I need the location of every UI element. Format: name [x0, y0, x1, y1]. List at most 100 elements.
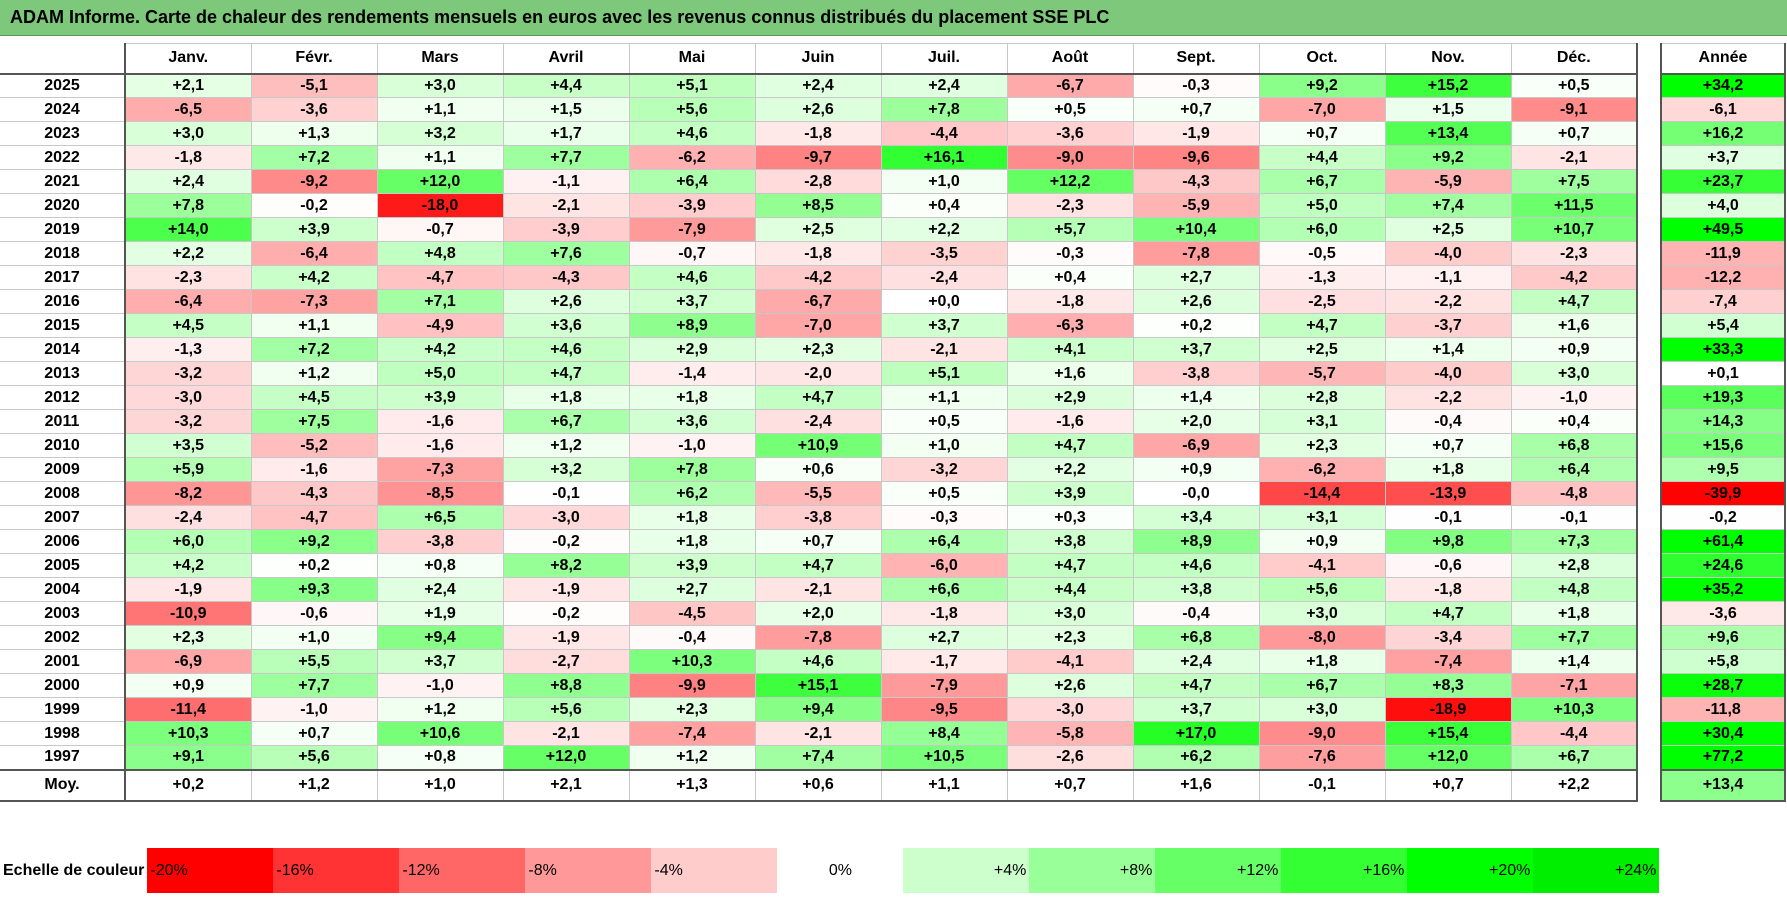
heat-cell: +12,0: [376, 169, 504, 194]
heat-cell: +3,0: [376, 73, 504, 98]
heat-cell: +2,5: [754, 217, 882, 242]
annual-row-2018: -11,9: [1660, 241, 1786, 266]
heat-cell: -6,4: [124, 289, 252, 314]
year-label: 2020: [0, 193, 126, 218]
annual-row-2020: +4,0: [1660, 193, 1786, 218]
heat-cell: +1,7: [502, 121, 630, 146]
heat-cell: -2,4: [754, 409, 882, 434]
heat-cell: +1,2: [250, 361, 378, 386]
heat-cell: -4,3: [502, 265, 630, 290]
heat-cell: -0,4: [1132, 601, 1260, 626]
heat-cell: +4,7: [1006, 553, 1134, 578]
month-header-9: Sept.: [1132, 43, 1260, 75]
heat-cell: -7,3: [376, 457, 504, 482]
color-scale-swatch: -4%: [651, 848, 778, 893]
heatmap-row-2002: 2002 +2,3 +1,0 +9,4 -1,9 -0,4 -7,8 +2,7 +2,3 +6,8…: [0, 625, 1638, 650]
annual-cell: -11,9: [1660, 241, 1786, 266]
month-header-5: Mai: [628, 43, 756, 75]
heat-cell: +3,9: [628, 553, 756, 578]
heat-cell: +10,5: [880, 745, 1008, 770]
heat-cell: +7,7: [1510, 625, 1638, 650]
heat-cell: +2,6: [754, 97, 882, 122]
heat-cell: +12,0: [502, 745, 630, 770]
annual-row-1998: +30,4: [1660, 721, 1786, 746]
heat-cell: +1,1: [250, 313, 378, 338]
heat-cell: +7,7: [250, 673, 378, 698]
heat-cell: +4,6: [502, 337, 630, 362]
heat-cell: +8,5: [754, 193, 882, 218]
heat-cell: -8,5: [376, 481, 504, 506]
heat-cell: +3,9: [250, 217, 378, 242]
month-header-10: Oct.: [1258, 43, 1386, 75]
heat-cell: +0,2: [250, 553, 378, 578]
heat-cell: -6,2: [1258, 457, 1386, 482]
color-scale-swatch: +24%: [1533, 848, 1660, 893]
heatmap-row-2003: 2003 -10,9 -0,6 +1,9 -0,2 -4,5 +2,0 -1,8 +3,0 -0,…: [0, 601, 1638, 626]
heat-cell: +3,1: [1258, 505, 1386, 530]
heat-cell: +1,3: [250, 121, 378, 146]
year-label: 2007: [0, 505, 126, 530]
average-cell: +2,1: [502, 768, 630, 802]
heatmap-row-2009: 2009 +5,9 -1,6 -7,3 +3,2 +7,8 +0,6 -3,2 +2,2 +0,9…: [0, 457, 1638, 482]
annual-row-2024: -6,1: [1660, 97, 1786, 122]
heat-cell: +0,7: [1258, 121, 1386, 146]
heat-cell: +0,0: [880, 289, 1008, 314]
heat-cell: -5,2: [250, 433, 378, 458]
heat-cell: +5,0: [1258, 193, 1386, 218]
heat-cell: +7,8: [124, 193, 252, 218]
year-label: 2023: [0, 121, 126, 146]
heat-cell: -1,1: [1384, 265, 1512, 290]
heat-cell: +2,5: [1258, 337, 1386, 362]
heat-cell: +4,8: [1510, 577, 1638, 602]
heat-cell: -0,3: [880, 505, 1008, 530]
heat-cell: +0,8: [376, 745, 504, 770]
heat-cell: -2,1: [502, 721, 630, 746]
annual-row-2004: +35,2: [1660, 577, 1786, 602]
heat-cell: -4,9: [376, 313, 504, 338]
heat-cell: -8,0: [1258, 625, 1386, 650]
heat-cell: -2,4: [880, 265, 1008, 290]
heat-cell: -0,4: [628, 625, 756, 650]
heat-cell: -0,0: [1132, 481, 1260, 506]
heatmap-row-2012: 2012 -3,0 +4,5 +3,9 +1,8 +1,8 +4,7 +1,1 +2,9 +1,4…: [0, 385, 1638, 410]
annual-row-2015: +5,4: [1660, 313, 1786, 338]
heat-cell: +2,8: [1258, 385, 1386, 410]
heatmap-row-2017: 2017 -2,3 +4,2 -4,7 -4,3 +4,6 -4,2 -2,4 +0,4 +2,7…: [0, 265, 1638, 290]
heat-cell: +3,1: [1258, 409, 1386, 434]
year-label: 2022: [0, 145, 126, 170]
annual-cell: -12,2: [1660, 265, 1786, 290]
annual-row-2019: +49,5: [1660, 217, 1786, 242]
heat-cell: +3,8: [1132, 577, 1260, 602]
annual-cell: +28,7: [1660, 673, 1786, 698]
month-header-row: Janv. Févr. Mars Avril Mai Juin Juil. Août Sept.…: [0, 43, 1638, 75]
heat-cell: -9,6: [1132, 145, 1260, 170]
heat-cell: -2,3: [1510, 241, 1638, 266]
heat-cell: +9,2: [250, 529, 378, 554]
year-label: 2002: [0, 625, 126, 650]
heatmap-row-2008: 2008 -8,2 -4,3 -8,5 -0,1 +6,2 -5,5 +0,5 +3,9 -0,0…: [0, 481, 1638, 506]
heat-cell: +4,7: [1384, 601, 1512, 626]
heat-cell: +2,7: [1132, 265, 1260, 290]
heat-cell: +0,9: [1258, 529, 1386, 554]
heat-cell: -18,0: [376, 193, 504, 218]
annual-row-2002: +9,6: [1660, 625, 1786, 650]
year-label: 2016: [0, 289, 126, 314]
heat-cell: +7,3: [1510, 529, 1638, 554]
heat-cell: +3,4: [1132, 505, 1260, 530]
heat-cell: +4,6: [754, 649, 882, 674]
heat-cell: +5,6: [250, 745, 378, 770]
average-cell: +0,2: [124, 768, 252, 802]
annual-row-2021: +23,7: [1660, 169, 1786, 194]
month-header-2: Févr.: [250, 43, 378, 75]
annual-row-2000: +28,7: [1660, 673, 1786, 698]
annual-cell: +5,8: [1660, 649, 1786, 674]
heat-cell: -14,4: [1258, 481, 1386, 506]
heat-cell: +3,2: [502, 457, 630, 482]
heat-cell: +0,4: [880, 193, 1008, 218]
average-label: Moy.: [0, 768, 126, 802]
heat-cell: +2,3: [124, 625, 252, 650]
annual-row-2011: +14,3: [1660, 409, 1786, 434]
month-header-4: Avril: [502, 43, 630, 75]
heat-cell: +4,2: [250, 265, 378, 290]
heat-cell: -0,1: [1510, 505, 1638, 530]
